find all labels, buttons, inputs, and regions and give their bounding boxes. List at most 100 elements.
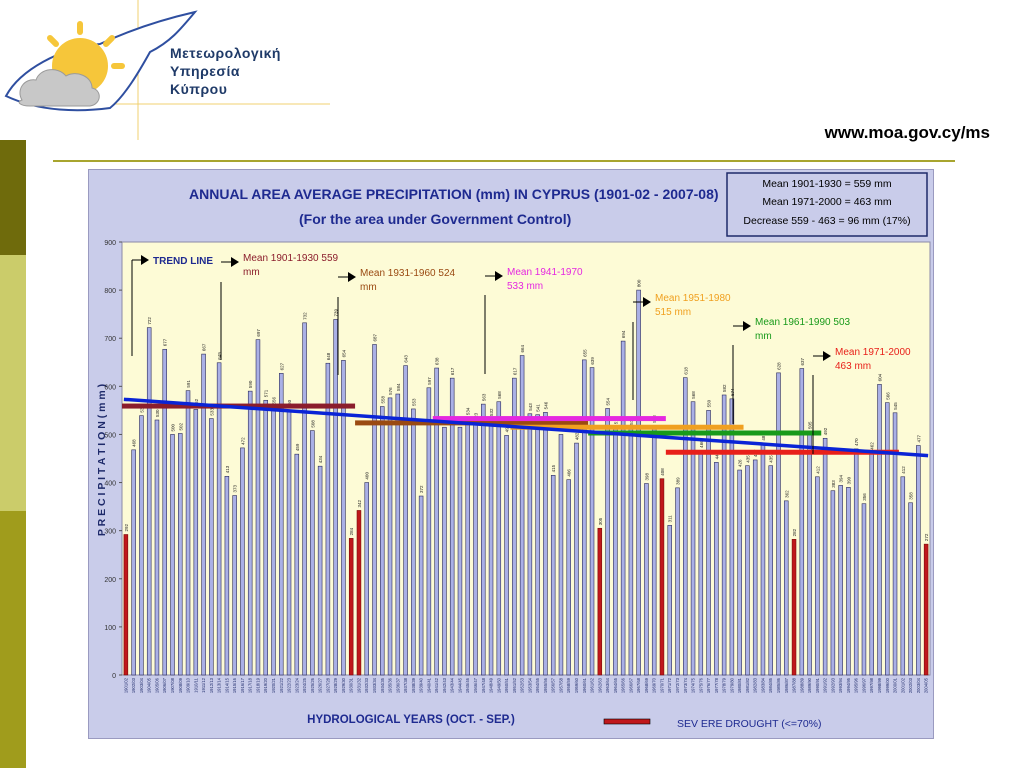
precipitation-bar [885,402,890,676]
mean-line [432,416,666,422]
bar-value-label: 590 [248,380,253,388]
bar-value-label: 597 [427,377,432,385]
bar-value-label: 576 [388,387,393,395]
precipitation-bar [512,377,517,676]
precipitation-bar [442,426,447,676]
x-tick-label: 1940/41 [426,677,431,693]
x-tick-label: 1917/18 [248,677,253,693]
bar-value-label: 694 [621,330,626,338]
bar-value-label: 342 [357,499,362,507]
drought-legend-swatch [603,718,651,725]
x-tick-label: 1912/13 [209,677,214,693]
bar-value-label: 648 [326,352,331,360]
x-tick-label: 1989/90 [807,677,812,693]
summary-box [726,172,928,237]
x-tick-label: 1962/63 [597,677,602,693]
x-tick-label: 1904/05 [147,677,152,693]
mean-label: Mean 1941-1970 [507,267,583,278]
drought-bar [123,534,129,676]
bar-value-label: 654 [341,349,346,357]
precipitation-bar [333,319,338,676]
bar-value-label: 563 [481,393,486,401]
bar-value-label: 413 [225,465,230,473]
x-tick-label: 1975/76 [698,677,703,693]
precipitation-bar [279,373,284,676]
precipitation-bar [799,368,805,676]
bar-value-label: 568 [691,391,696,399]
precipitation-bar [170,434,175,676]
x-tick-label: 2001/02 [900,677,905,693]
bar-value-label: 398 [644,473,649,481]
precipitation-bar [434,367,439,676]
bar-value-label: 571 [264,389,269,397]
chart-title: ANNUAL AREA AVERAGE PRECIPITATION (mm) I… [189,186,719,202]
bar-value-label: 582 [722,384,727,392]
x-tick-label: 1915/16 [232,677,237,693]
bar-value-label: 550 [707,399,712,407]
bar-value-label: 492 [823,427,828,435]
precipitation-bar [387,397,393,676]
website-url[interactable]: www.moa.gov.cy/ms [824,123,990,142]
precipitation-bar [201,353,206,676]
x-tick-label: 1971/72 [667,677,672,693]
bar-value-label: 558 [380,396,385,404]
logo [0,0,340,140]
precipitation-bar [255,339,261,676]
y-tick-label: 500 [104,432,116,439]
mean-arrow-head [823,351,831,361]
precipitation-bar [675,487,680,676]
x-tick-label: 1984/85 [768,677,773,693]
x-tick-label: 1902/03 [131,677,136,693]
mean-label-unit: 533 mm [507,281,543,292]
precipitation-bar [449,377,455,676]
bar-value-label: 534 [466,407,471,415]
y-tick-label: 800 [104,288,116,295]
precipitation-bar [690,401,696,676]
precipitation-bar [714,462,719,676]
bar-value-label: 655 [582,349,587,357]
x-tick-label: 1963/64 [605,677,610,693]
bar-value-label: 604 [878,373,883,381]
precipitation-bar [310,430,315,676]
bar-value-label: 468 [132,439,137,447]
precipitation-bar [372,344,377,676]
precipitation-bar [139,415,144,676]
x-tick-label: 1968/69 [644,677,649,693]
drought-bar [348,538,354,676]
bar-value-label: 415 [551,464,556,472]
x-tick-label: 1960/61 [582,677,587,693]
x-tick-label: 1951/52 [512,677,517,693]
precipitation-bar [411,408,416,676]
bar-value-label: 282 [792,528,797,536]
precipitation-bar [784,500,789,676]
bar-value-label: 530 [155,409,160,417]
x-tick-label: 1948/49 [489,677,494,693]
precipitation-bar [760,443,766,676]
x-tick-label: 1972/73 [675,677,680,693]
bar-value-label: 477 [916,435,921,443]
y-axis-label: P R E C I P I T A T I O N ( m m ) [96,384,108,536]
precipitation-bar [550,475,556,676]
x-tick-label: 1945/46 [465,677,470,693]
x-tick-label: 1924/25 [302,677,307,693]
bar-value-label: 435 [769,455,774,463]
x-tick-label: 1949/50 [496,677,501,693]
x-tick-label: 1978/79 [722,677,727,693]
precipitation-bar [908,502,913,676]
mean-line [588,430,822,436]
precipitation-bar [496,401,502,676]
trend-line [123,397,929,458]
precipitation-bar [146,327,152,676]
x-tick-label: 1990/91 [815,677,820,693]
precipitation-bar [589,367,595,676]
precipitation-bar [613,426,618,676]
bar-value-label: 687 [373,333,378,341]
x-tick-label: 1918/19 [255,677,260,693]
x-tick-label: 1919/20 [263,677,268,693]
x-tick-label: 1925/26 [310,677,315,693]
x-tick-label: 1927/28 [325,677,330,693]
x-tick-label: 1931/32 [356,677,361,693]
y-tick-label: 100 [104,625,116,632]
x-tick-label: 1979/80 [729,677,734,693]
x-tick-label: 1953/54 [527,677,532,693]
